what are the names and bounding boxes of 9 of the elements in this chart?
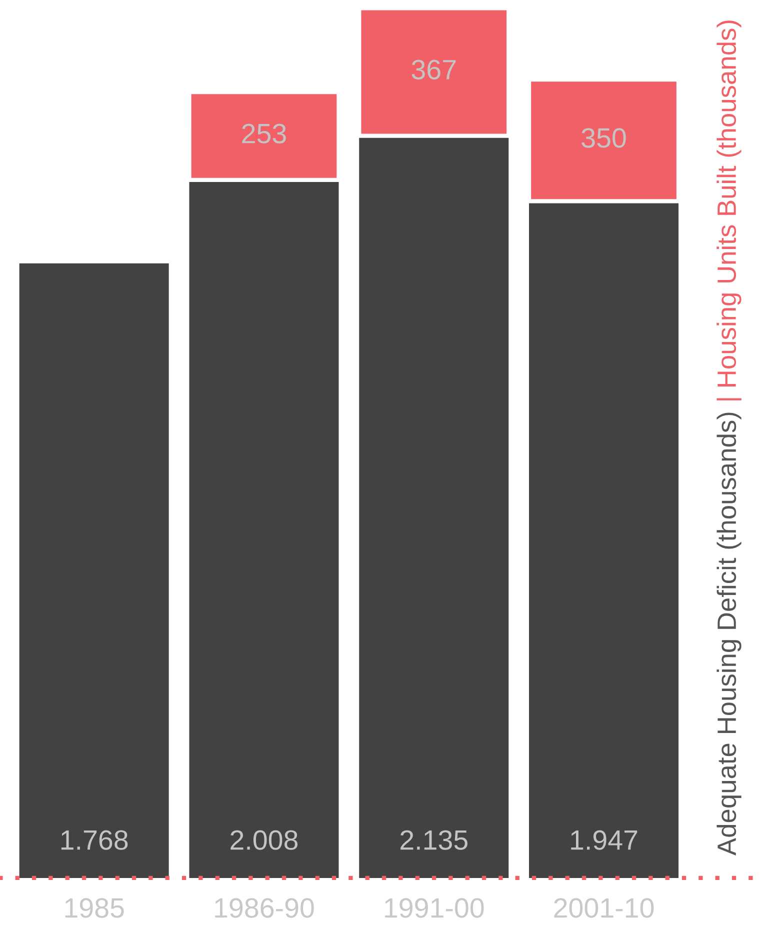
- data-label: 253: [242, 124, 286, 144]
- data-label: 1.947: [571, 830, 638, 850]
- data-label: 350: [582, 128, 626, 148]
- text: | Housing Units Built (thousands): [716, 20, 742, 400]
- data-label: 2.135: [400, 830, 468, 850]
- text: Adequate Housing Deficit (thousands): [716, 412, 742, 856]
- data-label: 1.768: [61, 830, 128, 850]
- data-label: 2.008: [230, 830, 298, 850]
- data-label: 367: [412, 60, 456, 80]
